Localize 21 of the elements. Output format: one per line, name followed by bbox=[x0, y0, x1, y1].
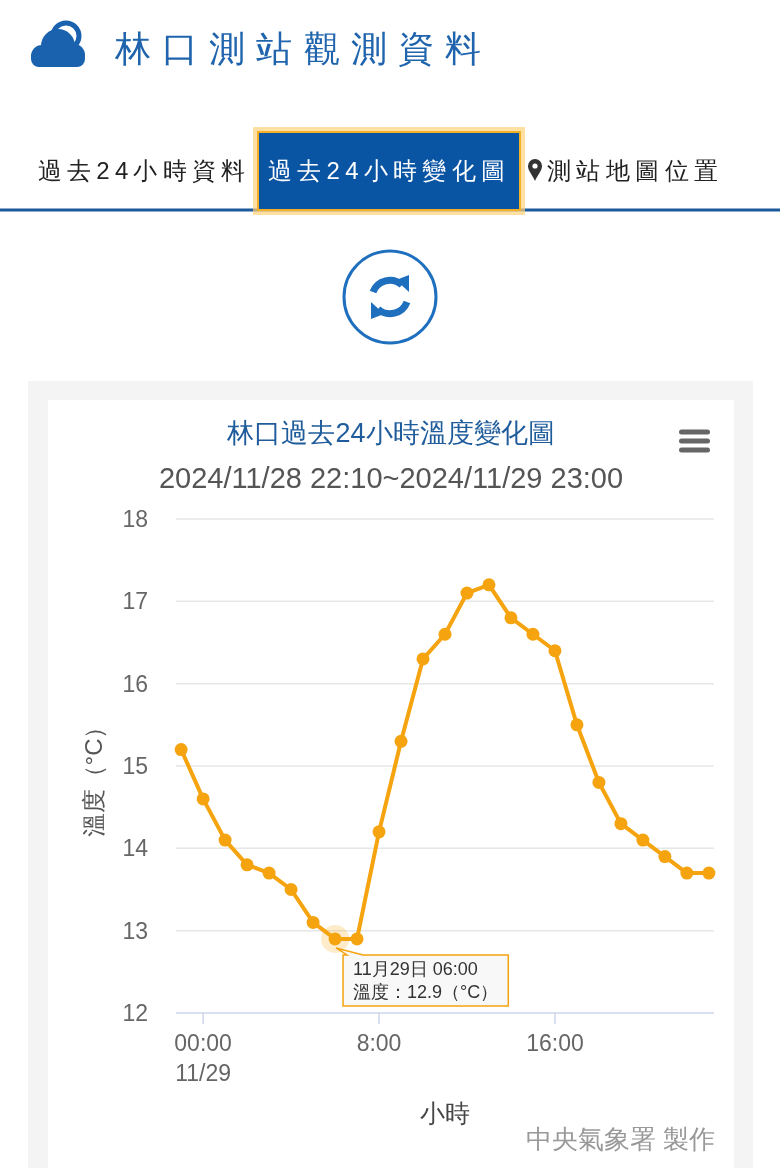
tooltip: 11月29日 06:00 溫度：12.9（°C） bbox=[335, 947, 510, 1007]
tab-active: 過去24小時變化圖 bbox=[253, 127, 525, 215]
y-tick-label: 17 bbox=[122, 588, 148, 615]
credit: 中央氣象署 製作 bbox=[525, 1124, 715, 1154]
tab-label: 過去24小時資料 bbox=[38, 157, 245, 184]
y-tick-label: 16 bbox=[122, 670, 148, 697]
y-tick-label: 13 bbox=[122, 917, 148, 944]
y-tick-label: 14 bbox=[122, 835, 148, 862]
x-tick-label: 00:00 11/29 bbox=[174, 1030, 232, 1086]
x-tick-label: 16:00 bbox=[526, 1030, 584, 1056]
y-tick-label: 18 bbox=[122, 506, 148, 532]
y-tick-label: 15 bbox=[122, 753, 148, 779]
annotation: 11月29日 06:00 溫度：12.9（°C） bbox=[353, 958, 499, 1002]
y-tick-label: 12 bbox=[122, 1000, 148, 1026]
subtitle: 2024/11/28 22:10~2024/11/29 23:00 bbox=[158, 462, 624, 494]
tab-label: 測站地圖位置 bbox=[547, 157, 718, 184]
x-axis-title: 小時 bbox=[420, 1099, 470, 1127]
y-axis-title: 溫度（°C） bbox=[79, 714, 107, 838]
title: 林口過去24小時溫度變化圖 bbox=[227, 418, 555, 448]
x-tick-label: 8:00 bbox=[356, 1030, 402, 1056]
page-heading: 林口測站觀測資料 bbox=[115, 28, 481, 69]
